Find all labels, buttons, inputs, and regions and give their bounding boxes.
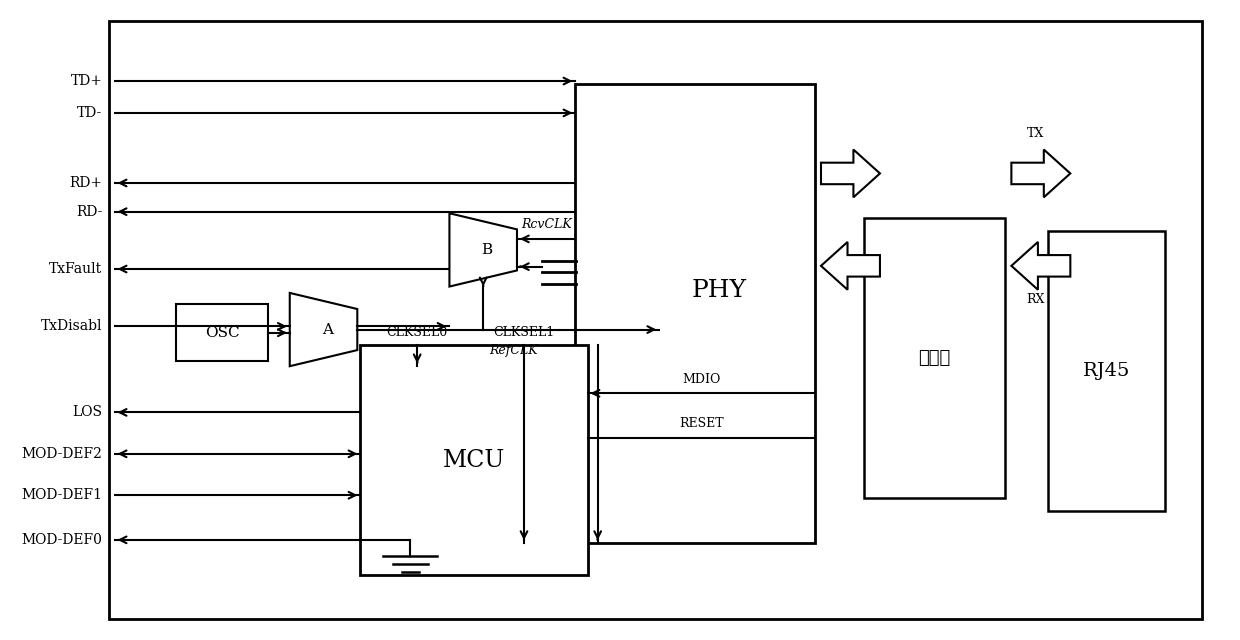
Polygon shape [290, 293, 357, 366]
Text: RESET: RESET [680, 417, 724, 430]
Bar [864, 218, 1006, 499]
Text: MDIO: MDIO [682, 372, 720, 386]
Bar [109, 20, 1202, 620]
Bar [1048, 231, 1164, 511]
Text: 变压器: 变压器 [919, 349, 951, 367]
Text: TD-: TD- [77, 106, 103, 120]
Text: TD+: TD+ [71, 74, 103, 88]
Text: MOD-DEF1: MOD-DEF1 [21, 488, 103, 502]
Polygon shape [449, 213, 517, 287]
Text: RD-: RD- [76, 205, 103, 219]
Bar [575, 84, 815, 543]
Text: CLKSEL0: CLKSEL0 [387, 326, 448, 339]
Text: TxFault: TxFault [50, 262, 103, 276]
Polygon shape [1012, 242, 1070, 290]
Bar [176, 304, 268, 362]
Text: RD+: RD+ [69, 176, 103, 190]
Polygon shape [1012, 150, 1070, 197]
Text: RJ45: RJ45 [1083, 362, 1130, 380]
Text: PHY: PHY [692, 279, 746, 302]
Text: A: A [321, 323, 332, 337]
Text: MOD-DEF0: MOD-DEF0 [21, 533, 103, 547]
Text: OSC: OSC [205, 326, 239, 340]
Text: CLKSEL1: CLKSEL1 [494, 326, 554, 339]
Text: LOS: LOS [72, 405, 103, 419]
Text: RcvCLK: RcvCLK [521, 218, 572, 231]
Text: MCU: MCU [443, 449, 505, 472]
Text: MOD-DEF2: MOD-DEF2 [21, 447, 103, 461]
Text: TxDisabl: TxDisabl [41, 319, 103, 333]
Text: TX: TX [1027, 127, 1044, 140]
Text: B: B [481, 243, 492, 257]
Polygon shape [821, 150, 880, 197]
Polygon shape [821, 242, 880, 290]
Text: RX: RX [1027, 293, 1045, 306]
Bar [361, 346, 588, 575]
Text: RefCLK: RefCLK [490, 344, 538, 356]
